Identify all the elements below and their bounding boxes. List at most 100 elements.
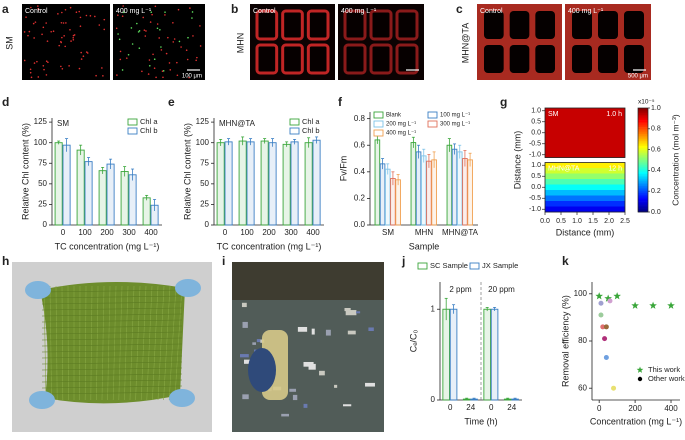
- fluorescence-dot: [103, 28, 106, 31]
- fluorescence-dot: [102, 75, 104, 77]
- x-axis-title: Sample: [409, 241, 440, 251]
- panel-name: MHN@TA: [548, 165, 580, 172]
- fluorescence-dot: [127, 53, 130, 56]
- fluorescence-dot: [189, 7, 191, 9]
- fluorescence-dot: [172, 21, 174, 24]
- heat-cell: [545, 152, 625, 158]
- y-tick-label: 80: [578, 336, 587, 345]
- legend-label: Chl a: [140, 117, 158, 126]
- fluorescence-dot: [37, 5, 39, 7]
- colorbar-segment: [638, 182, 648, 185]
- bar: [106, 163, 115, 226]
- image-label: Control: [253, 8, 276, 15]
- bar: [98, 170, 107, 226]
- mesh-fibre: [41, 343, 183, 347]
- mesh-hole: [484, 11, 504, 39]
- y-tick-label: 0.0: [531, 130, 541, 137]
- colorbar-segment: [638, 173, 648, 176]
- bar: [410, 142, 417, 226]
- bar: [268, 142, 277, 226]
- fluorescence-dot: [130, 27, 133, 29]
- mesh-hole: [572, 11, 592, 39]
- debris: [243, 359, 251, 364]
- fluorescence-dot: [151, 13, 153, 16]
- bar: [224, 141, 233, 226]
- fluorescence-dot: [195, 59, 197, 62]
- colorbar-segment: [638, 114, 648, 117]
- panel-letter: j: [401, 254, 405, 268]
- mesh-fibre: [168, 285, 177, 401]
- y-tick-label: 0.0: [354, 220, 366, 229]
- bar: [420, 155, 427, 226]
- fluorescence-dot: [156, 23, 159, 25]
- mesh-hole: [484, 45, 504, 73]
- colorbar-segment: [638, 151, 648, 154]
- fluorescence-dot: [115, 27, 118, 30]
- mesh-fibre: [41, 313, 183, 317]
- mesh-hole: [598, 11, 618, 39]
- colorbar-segment: [638, 149, 648, 152]
- point: [613, 292, 621, 300]
- mesh-hole: [509, 45, 530, 73]
- x-tick-label: 24: [466, 403, 475, 412]
- fluorescence-dot: [80, 51, 82, 54]
- glove: [29, 391, 55, 409]
- colorbar-segment: [638, 153, 648, 156]
- fluorescence-dot: [150, 11, 153, 14]
- colorbar-segment: [638, 127, 648, 130]
- point: [603, 324, 609, 330]
- fluorescence-dot: [79, 25, 82, 28]
- x-tick-label: SM: [382, 228, 394, 237]
- fluorescence-dot: [191, 11, 194, 13]
- colorbar-segment: [638, 134, 648, 137]
- hand: [248, 348, 276, 392]
- fluorescence-dot: [42, 64, 45, 67]
- x-axis-title: Distance (mm): [556, 227, 615, 237]
- legend-marker: [636, 366, 644, 373]
- fluorescence-dot: [122, 5, 124, 7]
- x-axis-title: Time (h): [464, 416, 497, 426]
- fluorescence-dot: [82, 55, 85, 58]
- fluorescence-dot: [178, 40, 181, 43]
- fluorescence-dot: [160, 49, 163, 51]
- bar: [374, 139, 381, 226]
- fluorescence-dot: [119, 58, 122, 61]
- fluorescence-dot: [136, 22, 138, 25]
- colorbar-tick-label: 0.8: [651, 126, 661, 133]
- fluorescence-dot: [101, 67, 103, 69]
- fluorescence-dot: [34, 21, 37, 23]
- x-tick-label: 1.5: [588, 218, 598, 225]
- colorbar-segment: [638, 137, 648, 140]
- x-tick-label: 0.0: [540, 218, 550, 225]
- fluorescence-dot: [60, 21, 63, 24]
- fluorescence-dot: [69, 6, 72, 9]
- colorbar-segment: [638, 111, 648, 114]
- y-tick-label: 1.0: [531, 108, 541, 115]
- colorbar-segment: [638, 161, 648, 164]
- bar: [379, 163, 386, 226]
- fluorescence-dot: [75, 11, 78, 14]
- mesh-fibre: [152, 285, 159, 401]
- debris: [303, 403, 308, 408]
- colorbar-segment: [638, 132, 648, 135]
- mesh-fibre: [140, 285, 147, 401]
- fluorescence-dot: [73, 34, 76, 36]
- fluorescence-dot: [29, 71, 32, 74]
- fluorescence-dot: [116, 74, 118, 76]
- y-tick-label: -0.5: [529, 141, 541, 148]
- debris: [325, 329, 331, 336]
- fluorescence-dot: [27, 34, 29, 37]
- x-tick-label: 1.0: [572, 218, 582, 225]
- mesh-hole: [395, 9, 419, 41]
- colorbar-segment: [638, 156, 648, 159]
- fluorescence-dot: [176, 61, 178, 64]
- fluorescence-dot: [95, 74, 97, 77]
- y-axis-title: Distance (mm): [512, 131, 522, 190]
- group-label: 2 ppm: [449, 285, 472, 294]
- annotation: MHN@TA: [219, 119, 256, 128]
- legend-swatch: [427, 120, 438, 128]
- fluorescence-dot: [158, 37, 160, 39]
- fluorescence-dot: [36, 60, 38, 63]
- colorbar-segment: [638, 163, 648, 166]
- bar: [490, 308, 499, 401]
